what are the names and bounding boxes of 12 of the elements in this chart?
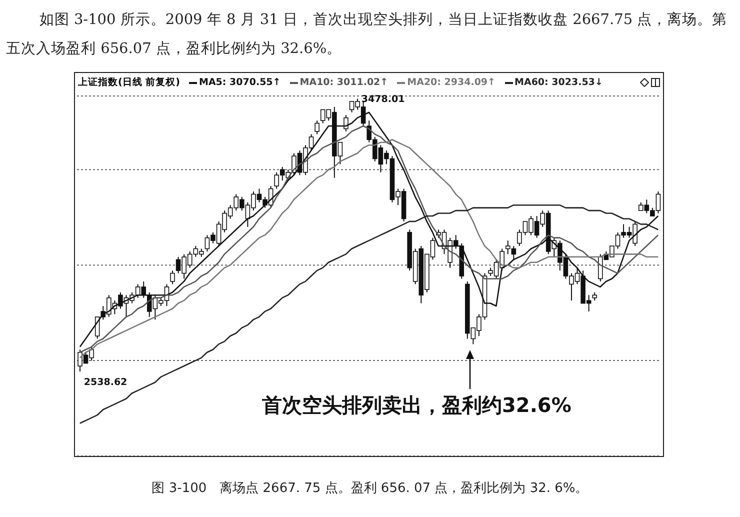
legend-label: MA60: 3023.53↓: [514, 77, 603, 88]
candlestick: [170, 270, 175, 285]
legend-label: MA10: 3011.02↑: [298, 77, 388, 88]
text: 首次空头排列卖出，盈利约32.6%: [262, 392, 572, 419]
text: 2538.62: [84, 376, 128, 388]
legend-label: MA5: 3070.55↑: [198, 77, 281, 88]
legend-label: MA20: 2934.09↑: [406, 77, 496, 88]
text: 如图 3-100 所示。2009 年 8 月 31 日，首次出现空头排列，当日上证指数收盘 2667.75 点，离场。第五次入场盈利 656.07 点，盈利比例约为 32.6%。: [6, 10, 728, 59]
chart-title: 上证指数(日线 前复权): [78, 76, 180, 89]
annotation: 3478.01: [361, 94, 405, 106]
candlestick: [314, 120, 320, 135]
caption: 图 3-100 离场点 2667. 75 点。盈利 656. 07 点，盈利比例为 32. 6%。: [150, 480, 590, 497]
